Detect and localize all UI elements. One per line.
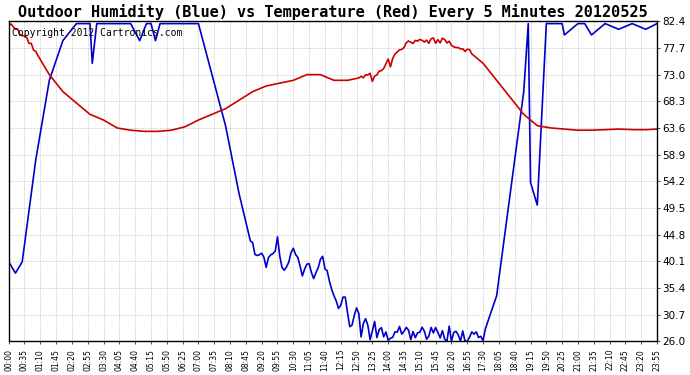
Text: Copyright 2012 Cartronics.com: Copyright 2012 Cartronics.com (12, 28, 182, 38)
Title: Outdoor Humidity (Blue) vs Temperature (Red) Every 5 Minutes 20120525: Outdoor Humidity (Blue) vs Temperature (… (18, 4, 648, 20)
